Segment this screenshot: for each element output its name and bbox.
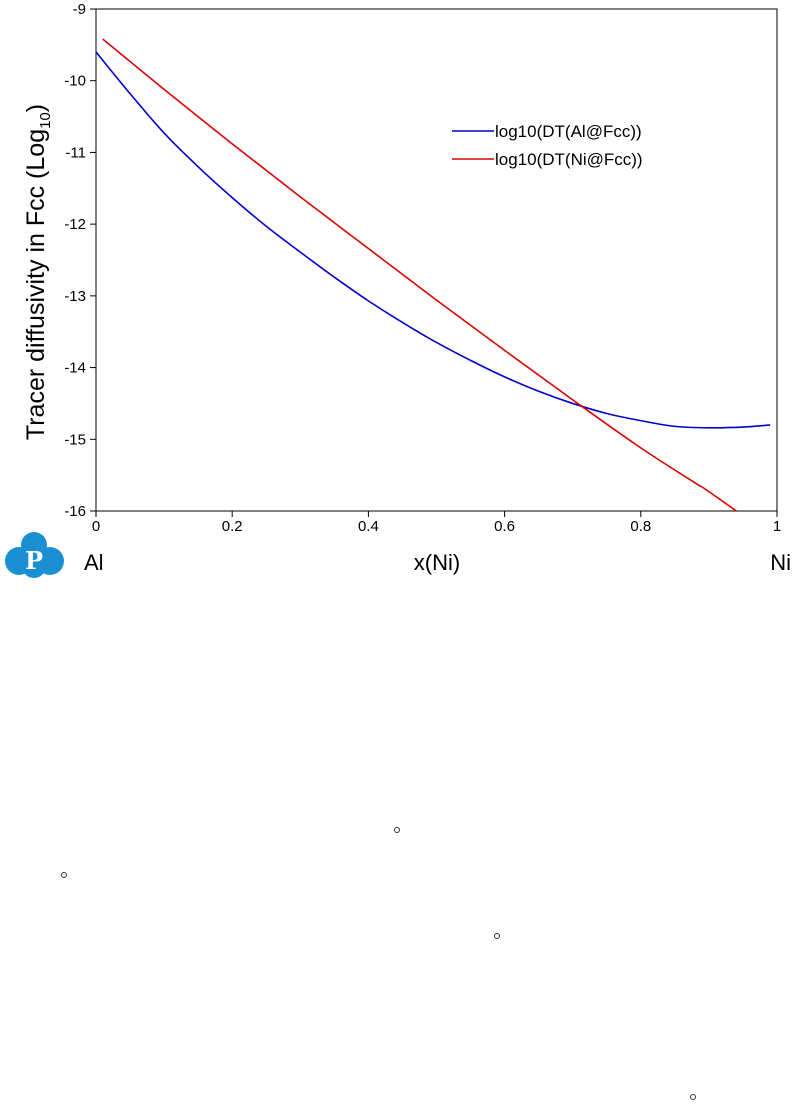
y-axis-label: Tracer diffusivity in Fcc (Log10): [22, 104, 54, 440]
y-axis-label-subscript: 10: [37, 112, 54, 129]
y-tick-label: -16: [64, 503, 86, 520]
series-group: [96, 38, 771, 511]
y-axis-label-close: ): [22, 104, 50, 112]
plot-frame: [95, 8, 778, 512]
legend: log10(DT(Al@Fcc)) log10(DT(Ni@Fcc)): [452, 122, 643, 169]
y-tick-label: -13: [64, 288, 86, 305]
x-tick-label: 0.8: [630, 518, 651, 535]
stray-dot: [494, 933, 500, 939]
legend-label-2: log10(DT(Ni@Fcc)): [495, 150, 643, 169]
y-tick-label: -15: [64, 431, 86, 448]
x-end-label-right: Ni: [770, 550, 791, 575]
axes-group: 0 0.2 0.4 0.6 0.8 1 -9 -10 -11 -12 -13 -14 -15 -16: [64, 1, 781, 535]
x-tick-label: 0.6: [494, 518, 515, 535]
series-line-2: [102, 38, 738, 511]
series-line-1: [96, 51, 771, 429]
chart-svg: 0 0.2 0.4 0.6 0.8 1 -9 -10 -11 -12 -13 -14 -15 -16 lo…: [5, 1, 791, 578]
stray-dot: [394, 827, 400, 833]
y-axis-label-main: Tracer diffusivity in Fcc (Log: [22, 129, 50, 440]
x-axis-label: x(Ni): [414, 550, 460, 575]
logo-p: P: [5, 532, 64, 578]
y-tick-label: -14: [64, 360, 86, 377]
chart-area: 0 0.2 0.4 0.6 0.8 1 -9 -10 -11 -12 -13 -14 -15 -16 lo…: [5, 1, 791, 578]
legend-label-1: log10(DT(Al@Fcc)): [495, 122, 642, 141]
y-tick-label: -11: [65, 144, 86, 161]
x-tick-label: 1: [773, 518, 781, 535]
x-tick-label: 0.4: [358, 518, 379, 535]
stray-dot: [690, 1094, 696, 1100]
logo-letter: P: [25, 546, 43, 575]
y-tick-label: -10: [64, 73, 86, 90]
y-tick-label: -12: [64, 216, 86, 233]
x-tick-label: 0: [92, 518, 100, 535]
stray-dot: [61, 872, 67, 878]
x-end-label-left: Al: [84, 550, 104, 575]
x-tick-label: 0.2: [222, 518, 243, 535]
logo-lobe-bottom: [22, 554, 46, 578]
y-tick-label: -9: [73, 1, 86, 18]
